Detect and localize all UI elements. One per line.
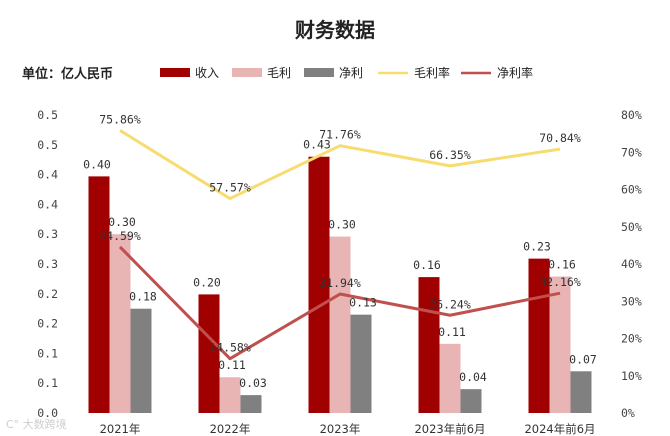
data-labels: 0.40 0.20 0.43 0.16 0.23 0.30 0.11 0.30 0.11 0.16… bbox=[83, 112, 597, 390]
bar-gross-profit bbox=[219, 377, 241, 413]
y-left-tick: 0.4 bbox=[37, 168, 58, 182]
y-right-tick: 10% bbox=[621, 369, 642, 383]
y-left-tick: 0.2 bbox=[37, 317, 58, 331]
legend-label-2: 净利 bbox=[339, 66, 363, 80]
legend-label-1: 毛利 bbox=[267, 66, 291, 80]
bar-revenue bbox=[198, 294, 220, 413]
y-left-tick: 0.1 bbox=[37, 346, 58, 360]
legend: 收入 毛利 净利 毛利率 净利率 bbox=[160, 65, 533, 80]
line-series-group bbox=[118, 129, 561, 361]
bar-data-label: 0.18 bbox=[129, 290, 157, 304]
bar-net-profit bbox=[240, 395, 262, 413]
legend-swatch-1 bbox=[232, 68, 262, 77]
unit-label: 单位：亿人民币 bbox=[22, 66, 113, 82]
legend-swatch-0 bbox=[160, 68, 190, 77]
x-category-label: 2024年前6月 bbox=[524, 422, 595, 436]
bar-data-label: 0.07 bbox=[569, 352, 597, 366]
x-axis-categories: 2021年 2022年 2023年 2023年前6月 2024年前6月 bbox=[100, 422, 596, 436]
line-data-label: 75.86% bbox=[99, 112, 141, 126]
bar-data-label: 0.23 bbox=[523, 240, 551, 254]
bar-data-label: 0.30 bbox=[328, 218, 356, 232]
y-right-tick: 20% bbox=[621, 332, 642, 346]
y-right-tick: 80% bbox=[621, 108, 642, 122]
bar-gross-profit bbox=[329, 236, 351, 413]
y-right-tick: 60% bbox=[621, 183, 642, 197]
legend-label-4: 净利率 bbox=[497, 65, 533, 80]
legend-label-0: 收入 bbox=[195, 66, 219, 80]
bar-data-label: 0.11 bbox=[218, 358, 246, 372]
y-left-tick: 0.5 bbox=[37, 138, 58, 152]
line-data-label: 71.76% bbox=[319, 128, 361, 142]
bar-gross-profit bbox=[109, 234, 131, 413]
x-category-label: 2021年 bbox=[100, 422, 141, 436]
y-axis-left: 0.0 0.1 0.1 0.2 0.2 0.3 0.3 0.4 0.4 0.5 0.5 bbox=[37, 108, 58, 420]
bar-net-profit bbox=[130, 308, 152, 413]
bar-data-label: 0.40 bbox=[83, 157, 111, 171]
y-right-tick: 50% bbox=[621, 220, 642, 234]
y-right-tick: 70% bbox=[621, 145, 642, 159]
line-data-label: 32.16% bbox=[539, 275, 581, 289]
y-right-tick: 40% bbox=[621, 257, 642, 271]
bar-data-label: 0.16 bbox=[413, 258, 441, 272]
y-left-tick: 0.3 bbox=[37, 227, 58, 241]
x-category-label: 2023年前6月 bbox=[414, 422, 485, 436]
y-left-tick: 0.5 bbox=[37, 108, 58, 122]
line-data-label: 70.84% bbox=[539, 131, 581, 145]
y-left-tick: 0.2 bbox=[37, 287, 58, 301]
bar-data-label: 0.03 bbox=[239, 376, 267, 390]
legend-swatch-2 bbox=[304, 68, 334, 77]
chart-title: 财务数据 bbox=[295, 18, 375, 42]
line-data-label: 14.58% bbox=[209, 341, 251, 355]
bar-net-profit bbox=[350, 314, 372, 413]
legend-label-3: 毛利率 bbox=[414, 65, 450, 80]
line-data-label: 57.57% bbox=[209, 181, 251, 195]
watermark: C° 大数跨境 bbox=[6, 417, 67, 431]
bar-gross-profit bbox=[549, 276, 571, 413]
bar-data-label: 0.16 bbox=[548, 258, 576, 272]
line-data-label: 44.59% bbox=[99, 229, 141, 243]
line-gross-margin bbox=[119, 129, 561, 201]
y-left-tick: 0.1 bbox=[37, 376, 58, 390]
bar-data-label: 0.11 bbox=[438, 325, 466, 339]
line-data-label: 31.94% bbox=[319, 276, 361, 290]
bar-revenue bbox=[88, 176, 110, 413]
y-right-tick: 0% bbox=[621, 406, 635, 420]
x-category-label: 2023年 bbox=[320, 422, 361, 436]
y-axis-right: 0% 10% 20% 30% 40% 50% 60% 70% 80% bbox=[621, 108, 642, 420]
bar-gross-profit bbox=[439, 343, 461, 413]
y-left-tick: 0.3 bbox=[37, 257, 58, 271]
bar-revenue bbox=[308, 156, 330, 413]
bar-data-label: 0.43 bbox=[303, 138, 331, 152]
bar-data-label: 0.13 bbox=[349, 296, 377, 310]
bar-data-label: 0.20 bbox=[193, 275, 221, 289]
bar-data-label: 0.04 bbox=[459, 370, 487, 384]
bar-net-profit bbox=[570, 371, 592, 413]
y-right-tick: 30% bbox=[621, 294, 642, 308]
y-left-tick: 0.4 bbox=[37, 197, 58, 211]
bar-data-label: 0.30 bbox=[108, 215, 136, 229]
bar-net-profit bbox=[460, 389, 482, 413]
x-category-label: 2022年 bbox=[210, 422, 251, 436]
line-data-label: 26.24% bbox=[429, 297, 471, 311]
line-net-margin bbox=[118, 245, 561, 361]
y-left-tick: 0.0 bbox=[37, 406, 58, 420]
line-data-label: 66.35% bbox=[429, 148, 471, 162]
